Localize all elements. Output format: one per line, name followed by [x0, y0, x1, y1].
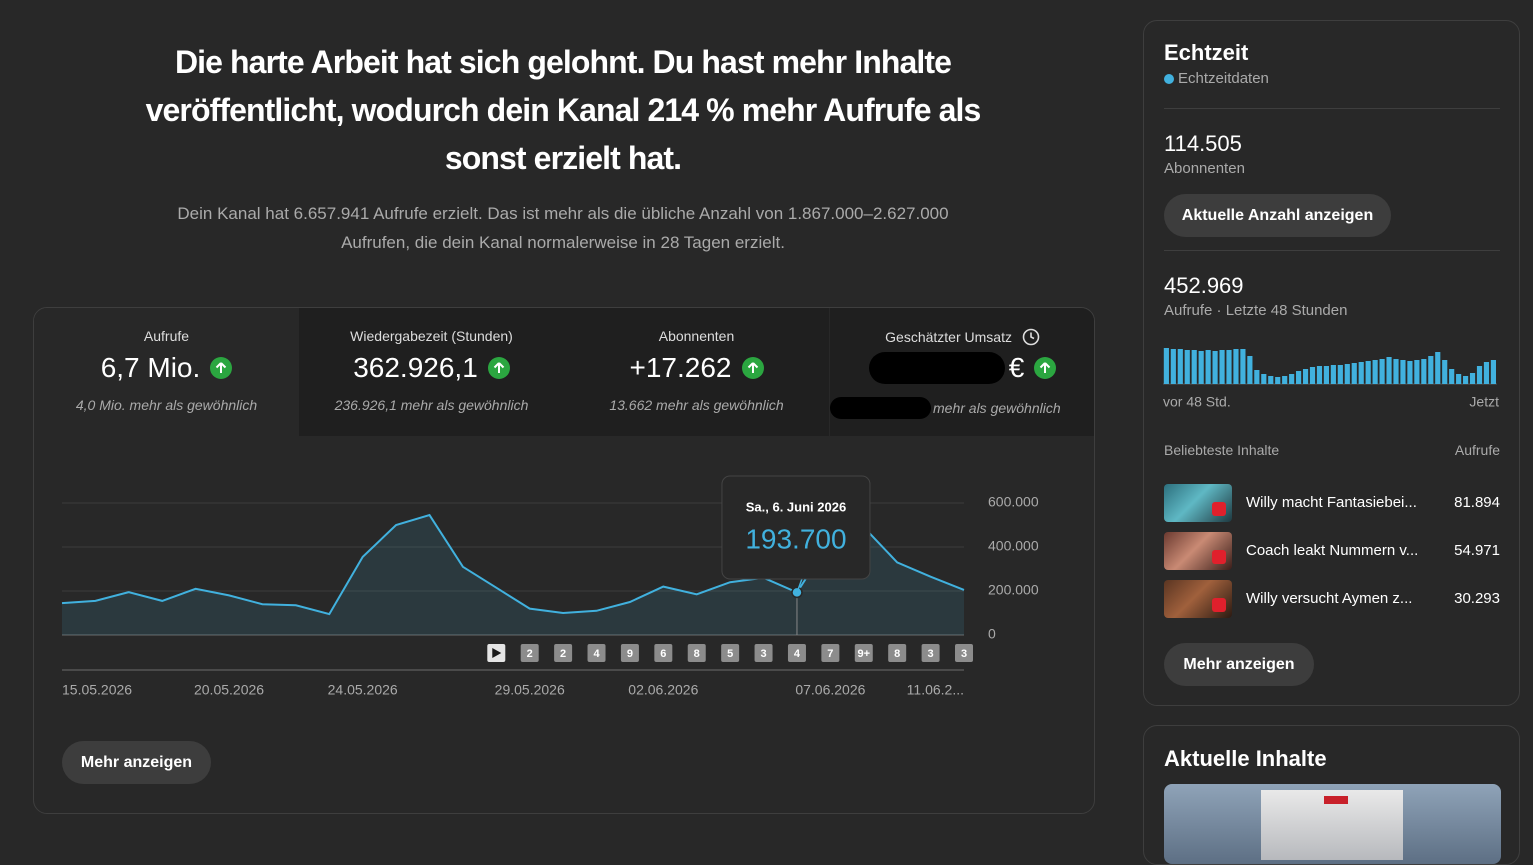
up-icon — [210, 357, 233, 379]
metric-label: Geschätzter Umsatz — [885, 329, 1012, 345]
recent-title: Aktuelle Inhalte — [1164, 746, 1327, 771]
overview-card: Aufrufe 6,7 Mio. 4,0 Mio. mehr als gewöh… — [33, 307, 1095, 814]
more-button[interactable]: Mehr anzeigen — [62, 741, 211, 784]
metric-note: 236.926,1 mehr als gewöhnlich — [334, 397, 529, 413]
content-views: 30.293 — [1454, 590, 1500, 607]
realtime-status: Echtzeitdaten — [1178, 70, 1269, 87]
metric-value-row: 362.926,1 — [299, 352, 564, 384]
content-row[interactable]: Willy versucht Aymen z... 30.293 — [1164, 580, 1500, 618]
metric-tab[interactable]: Geschätzter Umsatz € mehr als gewöhnlich — [830, 308, 1094, 436]
content-row[interactable]: Willy macht Fantasiebei... 81.894 — [1164, 484, 1500, 522]
metric-note: 13.662 mehr als gewöhnlich — [609, 397, 784, 413]
content-title: Willy macht Fantasiebei... — [1246, 494, 1417, 511]
content-row[interactable]: Coach leakt Nummern v... 54.971 — [1164, 532, 1500, 570]
metric-label: Wiedergabezeit (Stunden) — [350, 328, 513, 344]
up-icon — [1034, 357, 1057, 379]
metric-tab[interactable]: Wiedergabezeit (Stunden) 362.926,1 236.9… — [299, 308, 564, 436]
metric-tab[interactable]: Aufrufe 6,7 Mio. 4,0 Mio. mehr als gewöh… — [34, 308, 299, 436]
summary: Dein Kanal hat 6.657.941 Aufrufe erzielt… — [177, 204, 949, 252]
live-dot — [1164, 74, 1174, 84]
up-icon — [487, 357, 510, 379]
page: Die harte Arbeit hat sich gelohnt. Du ha… — [33, 20, 1520, 865]
top-views-header: Aufrufe — [1454, 442, 1500, 458]
views-count: 452.969 — [1164, 273, 1244, 298]
metric-value: 362.926,1 — [353, 352, 478, 383]
clock-icon — [1022, 328, 1040, 346]
metric-value-row: 6,7 Mio. — [34, 352, 299, 384]
metric-label-row: Geschätzter Umsatz — [830, 328, 1094, 346]
metric-note: 4,0 Mio. mehr als gewöhnlich — [75, 397, 258, 413]
headline: Die harte Arbeit hat sich gelohnt. Du ha… — [145, 44, 982, 176]
metric-label: Abonnenten — [658, 328, 735, 344]
up-icon — [741, 357, 764, 379]
metric-note-row: mehr als gewöhnlich — [830, 397, 1094, 419]
top-header: Beliebteste Inhalte — [1164, 442, 1280, 458]
thumbnail — [1164, 484, 1232, 522]
metric-label: Aufrufe — [143, 328, 190, 344]
metric-value-row: € — [830, 352, 1094, 384]
more-button[interactable]: Mehr anzeigen — [1164, 643, 1314, 686]
metric-value: € — [1008, 352, 1025, 383]
realtime-card: Echtzeit Echtzeitdaten 114.505 Abonnente… — [1143, 20, 1520, 706]
metric-note: mehr als gewöhnlich — [933, 400, 1061, 416]
content-title: Coach leakt Nummern v... — [1246, 542, 1419, 559]
metric-value: 6,7 Mio. — [100, 352, 201, 383]
views-label: Aufrufe · Letzte 48 Stunden — [1164, 302, 1348, 319]
recent-thumbnail[interactable] — [1164, 784, 1501, 864]
thumbnail — [1164, 532, 1232, 570]
redaction — [830, 397, 931, 419]
show-count-button[interactable]: Aktuelle Anzahl anzeigen — [1164, 194, 1391, 237]
content-views: 54.971 — [1454, 542, 1500, 559]
recent-card: Aktuelle Inhalte — [1143, 725, 1520, 865]
metric-tab[interactable]: Abonnenten +17.262 13.662 mehr als gewöh… — [564, 308, 829, 436]
metric-value-row: +17.262 — [564, 352, 829, 384]
content-title: Willy versucht Aymen z... — [1246, 590, 1413, 607]
subscriber-count: 114.505 — [1164, 131, 1242, 156]
divider — [1164, 250, 1500, 251]
subscriber-label: Abonnenten — [1164, 160, 1245, 177]
thumbnail — [1164, 580, 1232, 618]
divider — [1164, 108, 1500, 109]
redaction — [868, 352, 1005, 384]
realtime-title: Echtzeit — [1164, 40, 1249, 65]
content-views: 81.894 — [1454, 494, 1500, 511]
metric-value: +17.262 — [629, 352, 732, 383]
